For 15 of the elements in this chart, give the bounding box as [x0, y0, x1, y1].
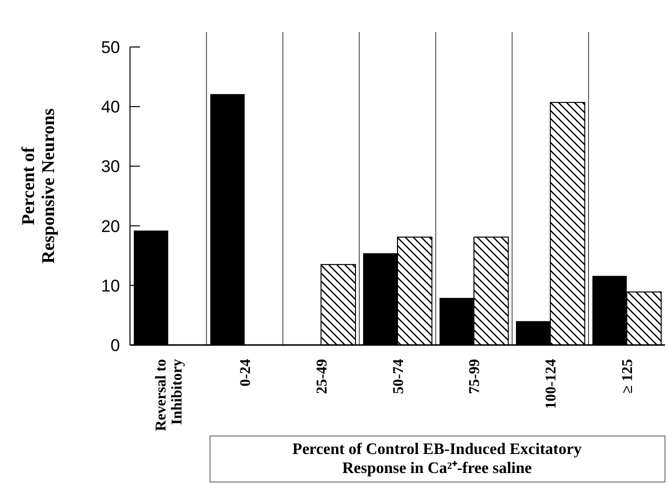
y-tick-label: 40 — [101, 98, 120, 117]
y-tick-label: 50 — [101, 38, 120, 57]
y-tick-label: 10 — [101, 276, 120, 296]
y-axis-title: Percent of Responsive Neurons — [18, 108, 58, 264]
x-tick-label: Reversal to Inhibitory — [154, 358, 186, 432]
x-tick-label: ≥ 125 — [620, 359, 636, 394]
y-tick-label: 30 — [101, 157, 120, 176]
x-tick-label: 25-49 — [314, 359, 330, 394]
y-tick-label: 20 — [101, 216, 120, 236]
x-tick-label: 0-24 — [238, 358, 254, 386]
y-tick-label: 0 — [110, 336, 120, 355]
x-tick-label: 75-99 — [467, 359, 484, 394]
x-tick-label: 100-124 — [544, 358, 560, 409]
x-tick-label: 50-74 — [390, 358, 407, 394]
x-axis-title: Percent of Control EB-Induced Excitatory Response in Ca²⁺-free saline — [292, 441, 582, 477]
